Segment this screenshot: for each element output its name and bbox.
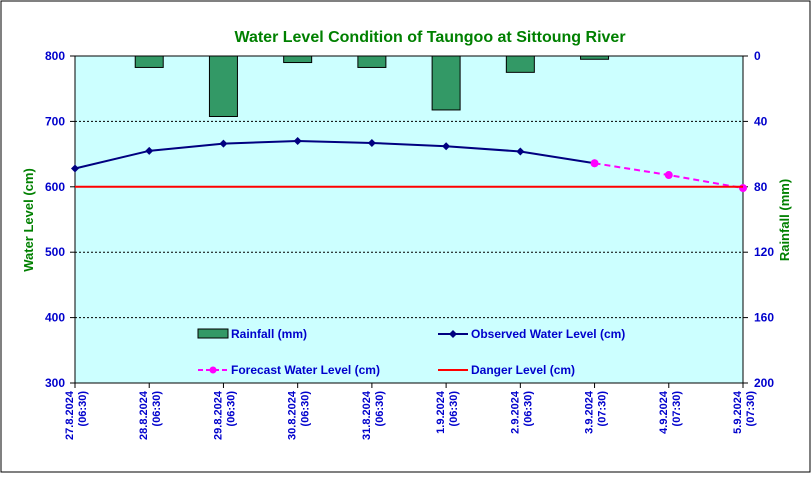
- x-tick-label: 30.8.2024(06:30): [287, 390, 312, 440]
- observed-point: [442, 142, 451, 151]
- legend-marker: [449, 330, 457, 338]
- legend-marker: [209, 366, 217, 374]
- legend-label: Danger Level (cm): [471, 363, 575, 377]
- x-tick-label: 2.9.2024(06:30): [509, 390, 534, 434]
- observed-water-level-cm-line: [74, 140, 595, 170]
- y-right-tick-label: 160: [754, 311, 774, 325]
- x-tick-label: 28.8.2024(06:30): [138, 390, 163, 440]
- y-right-tick-label: 0: [754, 49, 761, 63]
- y-axis-right-label: Rainfall (mm): [777, 179, 792, 261]
- forecast-point: [664, 171, 673, 180]
- y-left-tick-label: 600: [45, 180, 65, 194]
- y-right-tick-label: 120: [754, 245, 774, 259]
- rainfall-bar: [431, 55, 461, 111]
- observed-point: [145, 146, 154, 155]
- y-left-tick-label: 700: [45, 114, 65, 128]
- y-axis-left-label: Water Level (cm): [21, 168, 36, 272]
- x-tick-label: 3.9.2024(07:30): [584, 390, 609, 434]
- legend-swatch-rainfall: [197, 328, 229, 339]
- y-right-tick-label: 40: [754, 114, 768, 128]
- rainfall-bar: [580, 55, 610, 60]
- chart-title: Water Level Condition of Taungoo at Sitt…: [234, 29, 625, 46]
- x-tick-label: 29.8.2024(06:30): [212, 390, 237, 440]
- forecast-point: [590, 159, 599, 168]
- observed-point: [293, 137, 302, 146]
- rainfall-bar: [134, 55, 164, 68]
- rainfall-bar: [208, 55, 238, 117]
- legend-label: Forecast Water Level (cm): [231, 363, 380, 377]
- rainfall-bar: [357, 55, 387, 68]
- rainfall-bar: [283, 55, 313, 64]
- plot-area: [74, 55, 744, 384]
- y-right-tick-label: 200: [754, 376, 774, 390]
- y-right-tick-label: 80: [754, 180, 768, 194]
- observed-point: [71, 164, 79, 173]
- y-left-tick-label: 500: [45, 245, 65, 259]
- y-left-tick-label: 300: [45, 376, 65, 390]
- forecast-point: [739, 184, 747, 193]
- x-tick-label: 31.8.2024(06:30): [361, 390, 386, 440]
- x-tick-label: 4.9.2024(07:30): [658, 390, 683, 434]
- legend-label: Observed Water Level (cm): [471, 327, 625, 341]
- y-left-tick-label: 800: [45, 49, 65, 63]
- x-tick-label: 5.9.2024(07:30): [732, 390, 757, 434]
- rainfall-bar: [505, 55, 535, 73]
- observed-point: [516, 147, 525, 156]
- observed-point: [367, 138, 376, 147]
- y-left-tick-label: 400: [45, 311, 65, 325]
- legend-label: Rainfall (mm): [231, 327, 307, 341]
- observed-point: [219, 139, 228, 148]
- x-tick-label: 27.8.2024(06:30): [64, 390, 89, 440]
- x-tick-label: 1.9.2024(06:30): [435, 390, 460, 434]
